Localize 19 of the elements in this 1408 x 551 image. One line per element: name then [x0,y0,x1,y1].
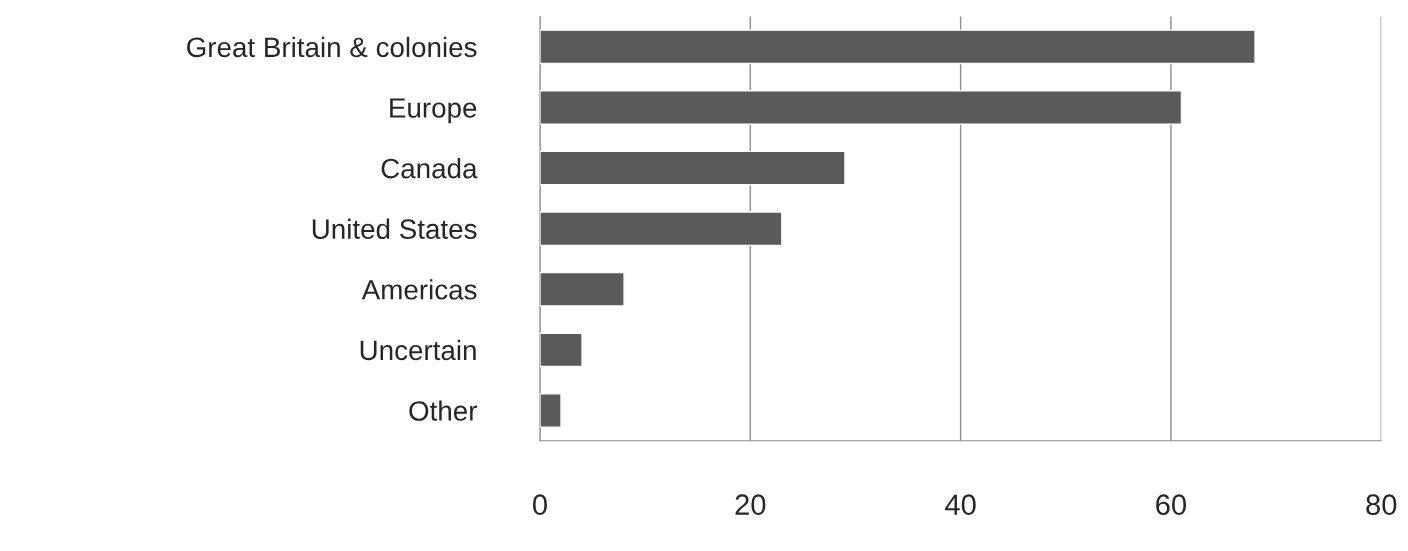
bar [539,29,1256,65]
bar [539,332,583,368]
y-tick-label: Americas [361,279,477,300]
x-tick-label: 20 [735,494,766,515]
bar [539,393,562,428]
bar [539,271,625,307]
x-tick-label: 60 [1156,494,1187,515]
x-tick-label: 80 [1366,494,1397,515]
x-tick-label: 0 [533,494,547,515]
y-tick-label: Europe [390,98,477,124]
y-tick-label: Canada [381,157,478,179]
y-tick-label: Great Britain & colonies [187,36,477,58]
y-tick-label: Uncertain [360,339,476,361]
bar [539,150,846,186]
y-tick-label: Other [409,400,478,421]
x-tick-label: 40 [945,494,976,515]
y-tick-label: United States [312,218,477,239]
bar [539,211,783,247]
bar [539,90,1183,125]
